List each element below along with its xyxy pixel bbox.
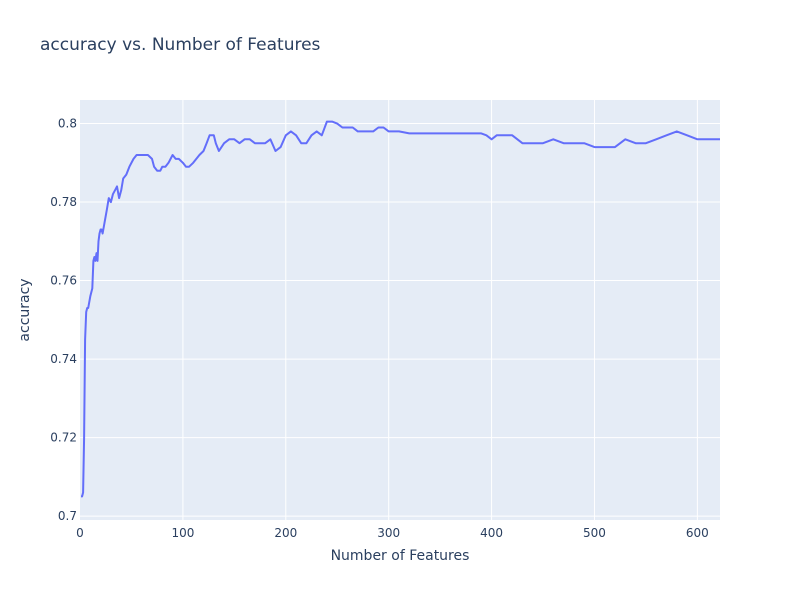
x-tick-label: 100 — [171, 526, 194, 540]
plot-area — [80, 100, 720, 520]
x-tick-label: 200 — [274, 526, 297, 540]
grid — [80, 100, 720, 520]
y-axis-ticks: 0.7 0.72 0.74 0.76 0.78 0.8 — [50, 117, 77, 524]
series-layer — [81, 120, 720, 498]
y-tick-label: 0.78 — [50, 195, 77, 209]
y-axis-title: accuracy — [17, 278, 33, 341]
x-tick-label: 0 — [76, 526, 84, 540]
x-axis-ticks: 0 100 200 300 400 500 600 — [76, 526, 709, 540]
accuracy-series-line — [81, 120, 720, 498]
x-tick-label: 400 — [480, 526, 503, 540]
x-tick-label: 300 — [377, 526, 400, 540]
chart-title: accuracy vs. Number of Features — [40, 35, 321, 55]
x-axis-title: Number of Features — [331, 548, 470, 564]
y-tick-label: 0.74 — [50, 352, 77, 366]
x-tick-label: 600 — [686, 526, 709, 540]
y-tick-label: 0.8 — [58, 117, 77, 131]
y-tick-label: 0.7 — [58, 509, 77, 523]
y-tick-label: 0.72 — [50, 431, 77, 445]
x-tick-label: 500 — [583, 526, 606, 540]
y-tick-label: 0.76 — [50, 274, 77, 288]
